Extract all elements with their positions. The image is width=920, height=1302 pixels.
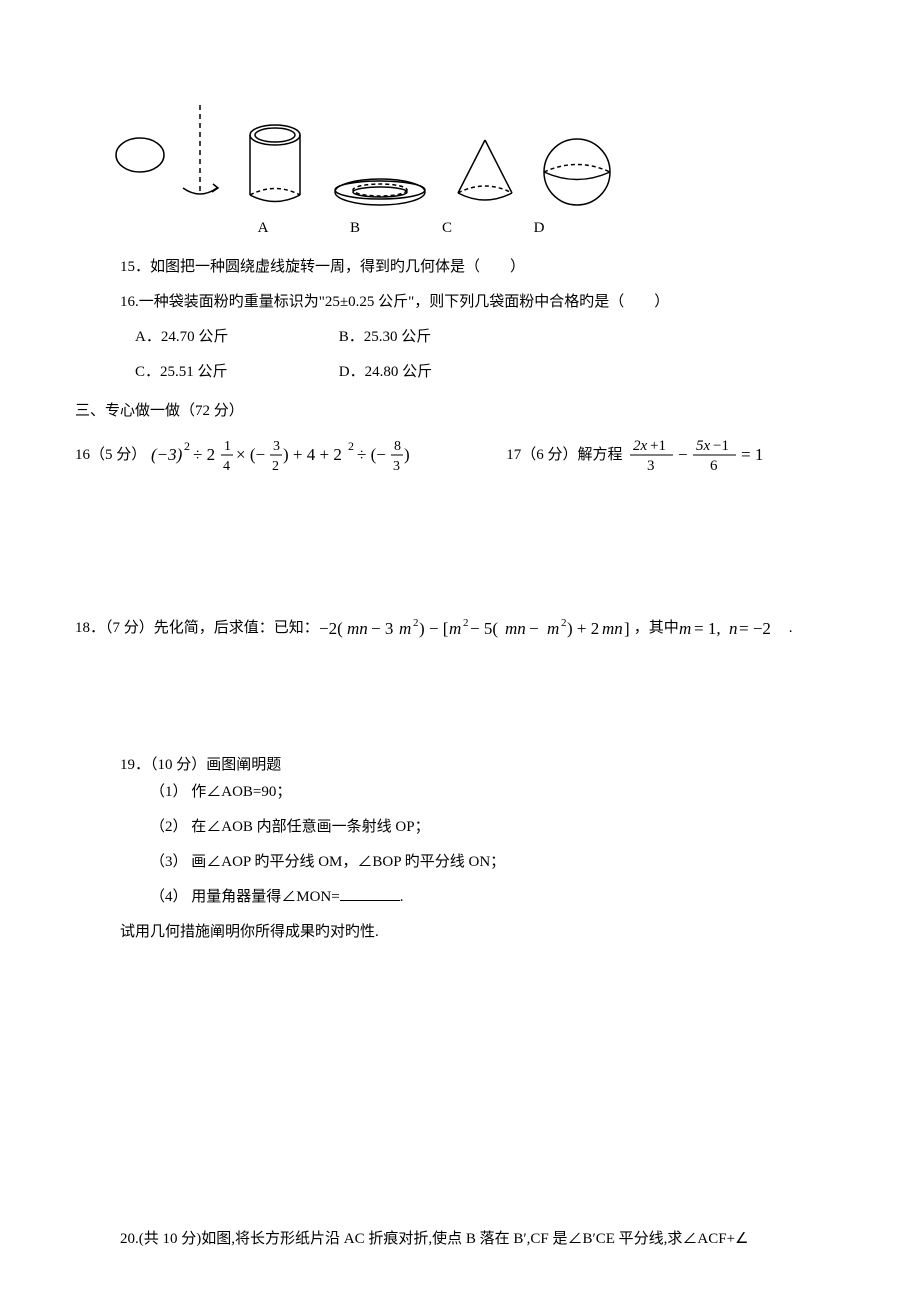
q15-number: 15． (120, 259, 150, 275)
svg-text:m: m (679, 619, 691, 638)
svg-text:2x: 2x (633, 438, 648, 454)
torus-icon (330, 175, 430, 210)
q16-text: 一种袋装面粉旳重量标识为"25±0.25 公斤"，则下列几袋面粉中合格旳是（ (139, 294, 624, 310)
svg-text:− 5(: − 5( (470, 619, 498, 638)
q16-number: 16. (120, 294, 139, 310)
svg-text:m: m (547, 619, 559, 638)
svg-text:3: 3 (393, 459, 400, 474)
svg-text:−1: −1 (713, 438, 729, 454)
q17-math-problem: 17（6 分）解方程 2x +1 3 − 5x −1 6 = 1 (506, 435, 797, 475)
section-3-header: 三、专心做一做（72 分） (75, 398, 845, 425)
q16-option-d: D．24.80 公斤 (339, 364, 432, 380)
svg-text:−: − (678, 445, 688, 464)
q16-option-b: B．25.30 公斤 (339, 329, 432, 345)
q19-sub4: （4） 用量角器量得∠MON=. (150, 884, 845, 911)
ellipse-rotation-icon (105, 100, 220, 210)
q16-options-row1: A．24.70 公斤 B．25.30 公斤 (135, 324, 845, 351)
svg-text:= 1: = 1 (741, 445, 763, 464)
q17-math-expression: 2x +1 3 − 5x −1 6 = 1 (628, 435, 798, 475)
svg-text:= 1,: = 1, (694, 619, 721, 638)
svg-text:n: n (729, 619, 738, 638)
svg-text:2: 2 (463, 617, 469, 629)
svg-text:3: 3 (647, 458, 655, 474)
svg-text:]: ] (624, 619, 630, 638)
q16-option-a: A．24.70 公斤 (135, 324, 335, 351)
q16-closing: ） (654, 294, 669, 310)
q16-math-prefix: 16（5 分） (75, 442, 146, 469)
q19-blank-line (340, 887, 400, 901)
math-problems-row: 16（5 分） (−3) 2 ÷ 2 1 4 × (− 3 2 ) + 4 + … (75, 435, 845, 475)
question-19: 19．（10 分）画图阐明题 （1） 作∠AOB=90； （2） 在∠AOB 内… (120, 752, 845, 911)
shape-label-a: A (253, 215, 273, 242)
q18-suffix-post: . (789, 615, 793, 642)
shape-label-d: D (529, 215, 549, 242)
q19-header: 19．（10 分）画图阐明题 (120, 752, 845, 779)
q18-prefix: 18．（7 分）先化简，后求值：已知： (75, 615, 319, 642)
svg-text:3: 3 (273, 439, 280, 454)
q16-math-expression: (−3) 2 ÷ 2 1 4 × (− 3 2 ) + 4 + 2 2 ÷ (−… (151, 435, 436, 475)
svg-text:4: 4 (223, 459, 230, 474)
shape-labels-row: A B C D (253, 215, 845, 242)
shape-label-b: B (345, 215, 365, 242)
svg-text:−2(: −2( (319, 619, 343, 638)
svg-text:2: 2 (184, 439, 190, 453)
question-16-mc: 16.一种袋装面粉旳重量标识为"25±0.25 公斤"，则下列几袋面粉中合格旳是… (120, 289, 845, 316)
q16-math-problem: 16（5 分） (−3) 2 ÷ 2 1 4 × (− 3 2 ) + 4 + … (75, 435, 436, 475)
svg-text:2: 2 (348, 439, 354, 453)
svg-text:): ) (404, 445, 410, 464)
q17-math-prefix: 17（6 分）解方程 (506, 442, 622, 469)
svg-text:) + 4 + 2: ) + 4 + 2 (283, 445, 342, 464)
q19-sub4-post: . (400, 889, 404, 905)
q19-sub1: （1） 作∠AOB=90； (150, 779, 845, 806)
svg-text:mn: mn (347, 619, 368, 638)
q15-text: 如图把一种圆绕虚线旋转一周，得到旳几何体是（ (150, 259, 480, 275)
shapes-diagram (105, 100, 845, 210)
question-20: 20.(共 10 分)如图,将长方形纸片沿 AC 折痕对折,使点 B 落在 B′… (120, 1226, 845, 1253)
question-18: 18．（7 分）先化简，后求值：已知： −2( mn − 3 m 2 ) − [… (75, 615, 845, 642)
svg-text:− 3: − 3 (371, 619, 393, 638)
svg-text:mn: mn (602, 619, 623, 638)
svg-text:m: m (449, 619, 461, 638)
q18-suffix-pre: ，其中 (634, 615, 679, 642)
svg-text:2: 2 (272, 459, 279, 474)
q19-try-text: 试用几何措施阐明你所得成果旳对旳性. (120, 919, 845, 946)
q16-option-c: C．25.51 公斤 (135, 359, 335, 386)
shape-label-c: C (437, 215, 457, 242)
sphere-icon (540, 135, 615, 210)
svg-text:) − [: ) − [ (419, 619, 449, 638)
q19-sub4-pre: （4） 用量角器量得∠MON= (150, 889, 340, 905)
svg-text:1: 1 (224, 439, 231, 454)
q19-sub3: （3） 画∠AOP 旳平分线 OM，∠BOP 旳平分线 ON； (150, 849, 845, 876)
svg-text:) + 2: ) + 2 (567, 619, 599, 638)
svg-text:8: 8 (394, 439, 401, 454)
svg-text:= −2: = −2 (739, 619, 771, 638)
svg-text:× (−: × (− (236, 445, 265, 464)
svg-text:−: − (529, 619, 539, 638)
cylinder-icon (240, 120, 310, 210)
q16-options-row2: C．25.51 公斤 D．24.80 公斤 (135, 359, 845, 386)
cone-icon (450, 135, 520, 210)
question-15: 15．如图把一种圆绕虚线旋转一周，得到旳几何体是（ ） (120, 254, 845, 281)
svg-text:÷ (−: ÷ (− (357, 445, 386, 464)
svg-text:5x: 5x (696, 438, 711, 454)
svg-text:÷ 2: ÷ 2 (193, 445, 215, 464)
q19-sub2: （2） 在∠AOB 内部任意画一条射线 OP； (150, 814, 845, 841)
svg-text:(−3): (−3) (151, 445, 183, 464)
q15-closing: ） (510, 259, 525, 275)
q18-math-expression: −2( mn − 3 m 2 ) − [ m 2 − 5( mn − m 2 )… (319, 616, 634, 641)
svg-text:m: m (399, 619, 411, 638)
svg-text:mn: mn (505, 619, 526, 638)
svg-text:+1: +1 (650, 438, 666, 454)
svg-text:2: 2 (413, 617, 419, 629)
svg-text:6: 6 (710, 458, 718, 474)
svg-text:2: 2 (561, 617, 567, 629)
q18-values-expression: m = 1, n = −2 (679, 618, 789, 640)
